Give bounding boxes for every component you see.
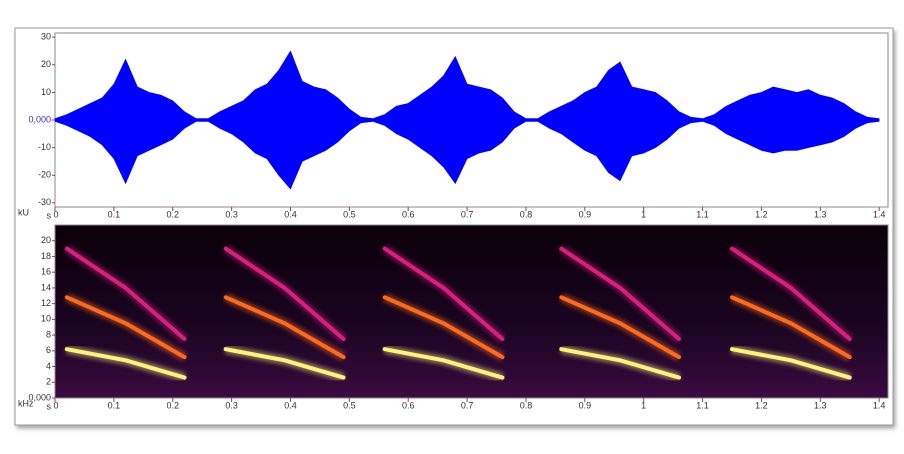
x-tick-label: 0.7 bbox=[461, 400, 474, 410]
x-axis-unit: s bbox=[47, 401, 52, 411]
x-tick-label: 0.7 bbox=[461, 209, 474, 219]
y-tick-label: 10 bbox=[41, 314, 51, 324]
plot-group bbox=[54, 50, 880, 190]
harmonic-track bbox=[64, 295, 852, 360]
y-tick-label: -20 bbox=[38, 170, 51, 180]
x-tick-label: 0.3 bbox=[225, 209, 238, 219]
waveform-envelope bbox=[54, 50, 880, 121]
plot-group bbox=[64, 244, 853, 382]
harmonic-track bbox=[64, 347, 852, 380]
x-tick-label: 0.9 bbox=[579, 400, 592, 410]
x-tick-label: 0.4 bbox=[284, 400, 297, 410]
y-axis-unit: kHz bbox=[18, 398, 34, 408]
x-tick-label: 0.1 bbox=[108, 209, 121, 219]
y-tick-label: 4 bbox=[46, 361, 51, 371]
harmonic-track bbox=[64, 246, 852, 341]
x-axis-unit: s bbox=[47, 210, 52, 220]
x-tick-label: 0.6 bbox=[402, 400, 415, 410]
y-tick-label: 8 bbox=[46, 329, 51, 339]
waveform-envelope bbox=[54, 119, 880, 190]
y-tick-label: -10 bbox=[38, 142, 51, 152]
x-tick-label: 1 bbox=[641, 209, 646, 219]
x-tick-label: 0 bbox=[53, 400, 58, 410]
y-tick-label: 0,000 bbox=[28, 114, 51, 124]
x-tick-label: 1.4 bbox=[873, 400, 886, 410]
x-tick-label: 0.1 bbox=[108, 400, 121, 410]
x-tick-label: 1.4 bbox=[873, 209, 886, 219]
y-tick-label: 0,000 bbox=[28, 392, 51, 402]
x-tick-label: 0.5 bbox=[343, 209, 356, 219]
x-tick-label: 0.6 bbox=[402, 209, 415, 219]
x-tick-label: 1.1 bbox=[696, 209, 709, 219]
y-tick-label: 10 bbox=[41, 87, 51, 97]
y-axis-unit: kU bbox=[18, 207, 29, 217]
x-tick-label: 1.1 bbox=[696, 400, 709, 410]
x-tick-label: 0.8 bbox=[520, 209, 533, 219]
y-tick-label: 18 bbox=[41, 251, 51, 261]
y-tick-label: 6 bbox=[46, 345, 51, 355]
x-tick-label: 1.2 bbox=[755, 400, 768, 410]
y-tick-label: 20 bbox=[41, 59, 51, 69]
y-tick-label: 12 bbox=[41, 298, 51, 308]
x-tick-label: 1.3 bbox=[814, 400, 827, 410]
x-tick-label: 0.8 bbox=[520, 400, 533, 410]
x-tick-label: 0.5 bbox=[343, 400, 356, 410]
x-tick-label: 0.9 bbox=[579, 209, 592, 219]
x-tick-label: 1.2 bbox=[755, 209, 768, 219]
y-tick-label: 30 bbox=[41, 32, 51, 42]
y-tick-label: 20 bbox=[41, 235, 51, 245]
x-tick-label: 0.4 bbox=[284, 209, 297, 219]
x-tick-label: 1.3 bbox=[814, 209, 827, 219]
y-tick-label: 14 bbox=[41, 282, 51, 292]
y-tick-label: 16 bbox=[41, 267, 51, 277]
y-tick-label: -30 bbox=[38, 197, 51, 207]
x-tick-label: 0.2 bbox=[166, 209, 179, 219]
x-tick-label: 0.3 bbox=[225, 400, 238, 410]
y-tick-label: 2 bbox=[46, 377, 51, 387]
x-tick-label: 1 bbox=[641, 400, 646, 410]
x-tick-label: 0 bbox=[53, 209, 58, 219]
x-tick-label: 0.2 bbox=[166, 400, 179, 410]
